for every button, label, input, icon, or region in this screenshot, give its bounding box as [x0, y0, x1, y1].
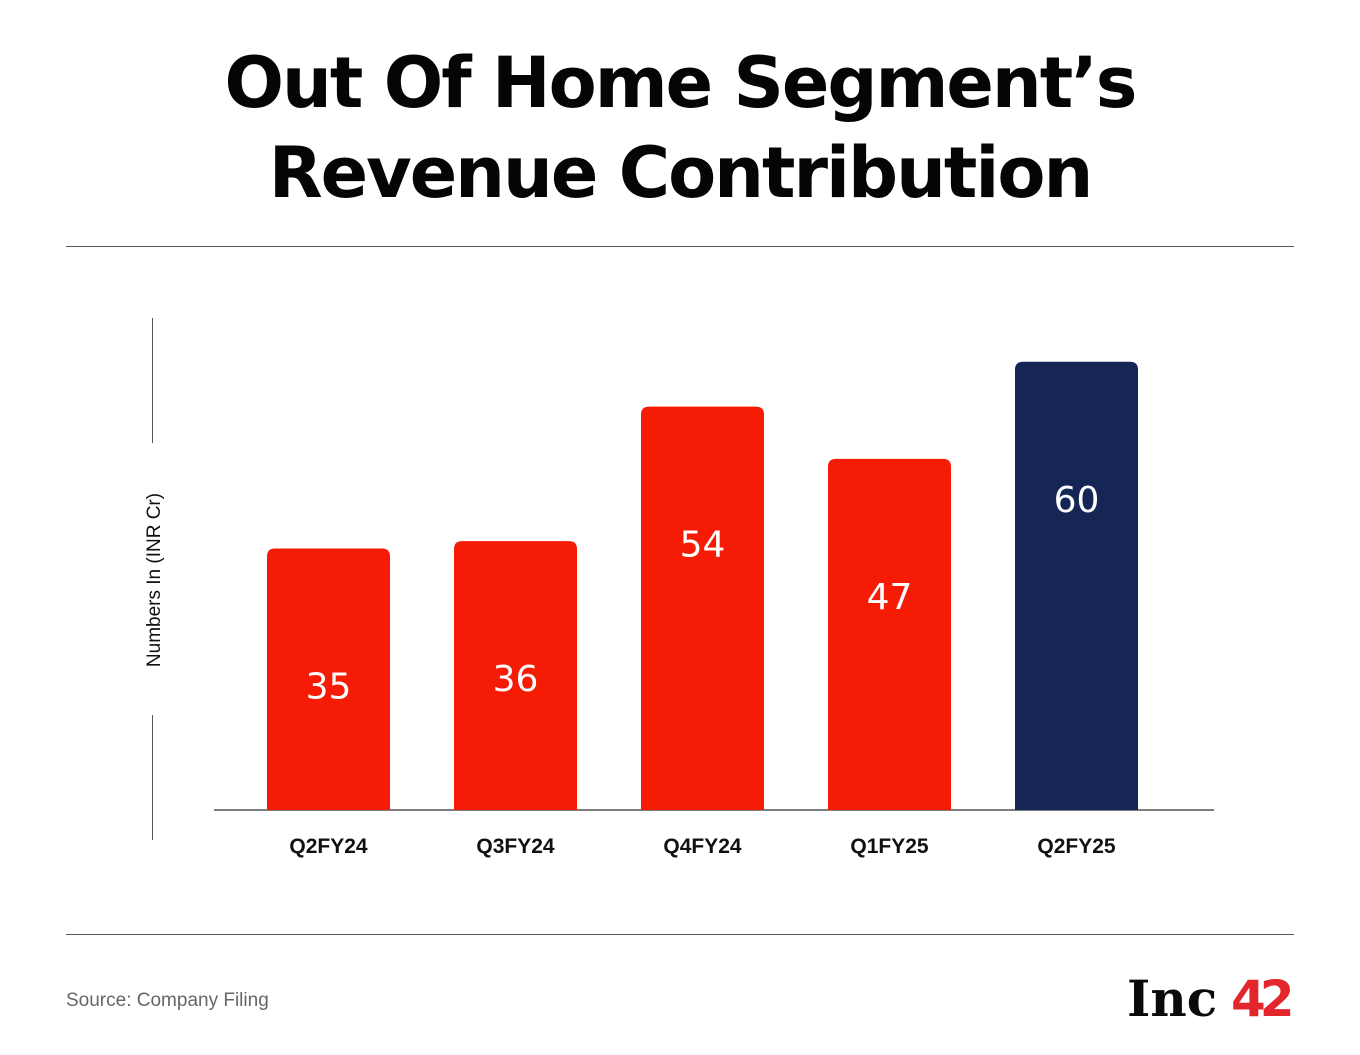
y-axis-line-lower [152, 715, 153, 840]
bar-q2fy24 [267, 548, 390, 810]
bar-q2fy25 [1015, 361, 1138, 810]
title-line-2: Revenue Contribution [268, 132, 1094, 214]
logo-inc-text: Inc [1127, 969, 1217, 1026]
chart-title: Out Of Home Segment’s Revenue Contributi… [0, 38, 1360, 218]
source-note: Source: Company Filing [66, 990, 269, 1011]
top-divider [66, 246, 1294, 247]
x-tick-label-q1fy25: Q1FY25 [850, 835, 929, 858]
data-label-q2fy25: 60 [1054, 480, 1100, 521]
x-tick-label-q4fy24: Q4FY24 [663, 835, 742, 858]
data-label-q4fy24: 54 [680, 525, 726, 566]
bar-q1fy25 [828, 458, 951, 810]
logo-42-text: 42 [1231, 970, 1291, 1026]
y-axis-line-upper [152, 318, 153, 443]
bar-q3fy24 [454, 541, 577, 810]
data-label-q1fy25: 47 [867, 577, 913, 618]
inc42-logo: Inc 42 [1127, 969, 1297, 1026]
data-label-q2fy24: 35 [306, 667, 352, 708]
x-tick-label-q2fy24: Q2FY24 [289, 835, 368, 858]
x-tick-label-q3fy24: Q3FY24 [476, 835, 555, 858]
data-label-q3fy24: 36 [493, 659, 539, 700]
title-line-1: Out Of Home Segment’s [224, 42, 1138, 124]
x-tick-label-q2fy25: Q2FY25 [1037, 835, 1116, 858]
bar-q4fy24 [641, 406, 764, 810]
bottom-divider [66, 934, 1294, 935]
